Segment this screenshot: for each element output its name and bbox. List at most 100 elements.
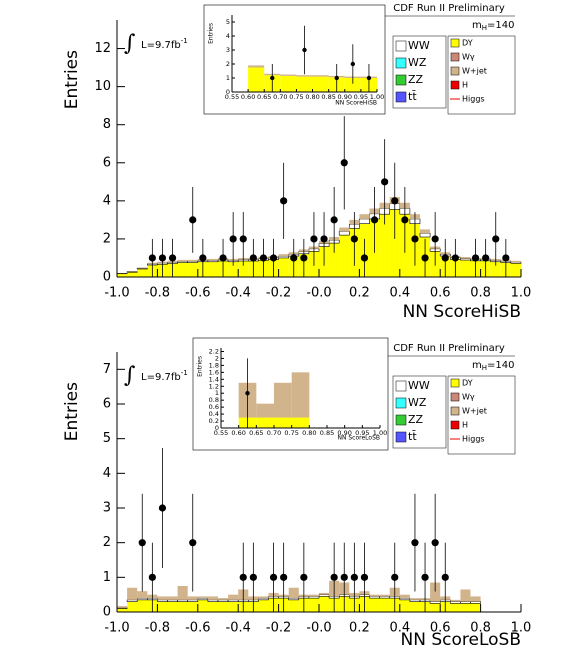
data-point bbox=[391, 197, 399, 205]
histogram-bar bbox=[207, 258, 218, 261]
data-point bbox=[239, 573, 247, 581]
mass-symbol: m bbox=[472, 360, 482, 371]
histogram-bar bbox=[197, 596, 208, 599]
histogram-bar bbox=[460, 260, 471, 277]
histogram-bar bbox=[177, 586, 188, 600]
histogram-bar bbox=[137, 267, 148, 269]
histogram-bar bbox=[288, 597, 300, 601]
histogram-bar bbox=[369, 594, 380, 597]
data-point bbox=[381, 178, 389, 186]
y-tick-label: 1 bbox=[215, 389, 219, 397]
data-point bbox=[138, 539, 146, 547]
y-tick-label: 0.8 bbox=[209, 396, 219, 404]
y-tick-label: 0.4 bbox=[209, 410, 219, 418]
legend-swatch bbox=[450, 420, 460, 430]
histogram-bar bbox=[117, 608, 128, 612]
x-tick-label: -0.4 bbox=[226, 621, 251, 636]
histogram-bar bbox=[207, 259, 219, 263]
data-point bbox=[239, 235, 247, 243]
legend-swatch bbox=[395, 57, 407, 69]
lumi-text: L=9.7fb bbox=[141, 372, 181, 383]
histogram-bar bbox=[258, 596, 269, 599]
histogram-bar bbox=[117, 273, 128, 277]
x-tick-label: -0.8 bbox=[145, 621, 170, 636]
x-tick-label: 0.6 bbox=[430, 286, 451, 301]
y-tick-label: 6 bbox=[103, 155, 111, 170]
data-point bbox=[270, 75, 275, 81]
legend-label: ZZ bbox=[408, 413, 424, 426]
x-tick-label: 0.80 bbox=[305, 93, 319, 101]
legend-swatch bbox=[395, 74, 407, 86]
histogram-bar bbox=[177, 262, 188, 277]
histogram-bar bbox=[319, 592, 330, 595]
y-tick-label: 2 bbox=[103, 535, 111, 550]
histogram-bar bbox=[379, 596, 391, 599]
data-point bbox=[330, 216, 338, 224]
x-tick-label: 0.95 bbox=[355, 429, 369, 437]
data-point bbox=[158, 254, 167, 262]
histogram-bar bbox=[167, 599, 178, 602]
histogram-bar bbox=[187, 259, 198, 262]
histogram-bar bbox=[339, 235, 350, 277]
x-tick-label: 0.70 bbox=[267, 429, 281, 437]
x-tick-label: 0.8 bbox=[470, 621, 491, 636]
histogram-bar bbox=[460, 601, 471, 604]
legend-label: H bbox=[462, 421, 468, 430]
legend-label: W+jet bbox=[462, 67, 487, 76]
mass-label: mH=140 bbox=[472, 360, 514, 372]
histogram-bar bbox=[207, 261, 218, 277]
histogram-bar bbox=[296, 76, 313, 92]
histogram-bar bbox=[228, 594, 239, 600]
data-point bbox=[148, 573, 156, 581]
x-tick-label: 0.90 bbox=[338, 93, 352, 101]
lumi-superscript: -1 bbox=[181, 369, 188, 377]
legend-label: WZ bbox=[408, 396, 427, 409]
legend-label: Wγ bbox=[462, 393, 475, 402]
data-point bbox=[310, 235, 318, 243]
histogram-bar bbox=[256, 417, 274, 428]
x-axis-title: NN ScoreHiSB bbox=[335, 100, 377, 107]
mass-label: mH=140 bbox=[472, 20, 514, 32]
data-point bbox=[451, 254, 459, 262]
data-point bbox=[340, 573, 348, 581]
data-point bbox=[391, 573, 399, 581]
y-tick-label: 1.8 bbox=[209, 361, 219, 369]
histogram-bar bbox=[409, 601, 420, 612]
y-tick-label: 2 bbox=[103, 231, 111, 246]
histogram-bar bbox=[369, 596, 380, 599]
histogram-bar bbox=[136, 267, 148, 270]
x-tick-label: 0.80 bbox=[302, 429, 316, 437]
x-tick-label: -0.6 bbox=[185, 621, 210, 636]
histogram-bar bbox=[258, 597, 269, 601]
data-point bbox=[471, 254, 480, 262]
histogram-bar bbox=[127, 272, 138, 277]
histogram-bar bbox=[117, 606, 128, 608]
histogram-bar bbox=[409, 599, 421, 602]
histogram-bar bbox=[308, 594, 319, 597]
histogram-bar bbox=[177, 259, 188, 262]
data-point bbox=[302, 47, 307, 53]
data-point bbox=[330, 573, 338, 581]
histogram-bar bbox=[399, 597, 411, 601]
histogram-bar bbox=[167, 601, 178, 612]
y-tick-label: 0 bbox=[215, 424, 219, 432]
histogram-bar bbox=[399, 599, 410, 612]
data-point bbox=[249, 254, 257, 262]
lumi-integral: ∫ bbox=[124, 31, 136, 56]
histogram-bar bbox=[238, 261, 249, 277]
histogram-bar bbox=[274, 417, 292, 428]
histogram-bar bbox=[248, 67, 265, 92]
legend-label: W+jet bbox=[462, 407, 487, 416]
data-point bbox=[158, 504, 167, 512]
x-tick-label: 0.60 bbox=[231, 429, 245, 437]
data-point bbox=[350, 235, 358, 243]
legend-swatch bbox=[395, 414, 407, 426]
histogram-bar bbox=[460, 589, 471, 602]
lumi-integral: ∫ bbox=[124, 363, 136, 388]
data-point bbox=[229, 235, 237, 243]
lumi-superscript: -1 bbox=[181, 37, 188, 45]
y-tick-label: 1 bbox=[103, 570, 111, 585]
histogram-bar bbox=[280, 75, 297, 92]
legend-label: WZ bbox=[408, 56, 427, 69]
